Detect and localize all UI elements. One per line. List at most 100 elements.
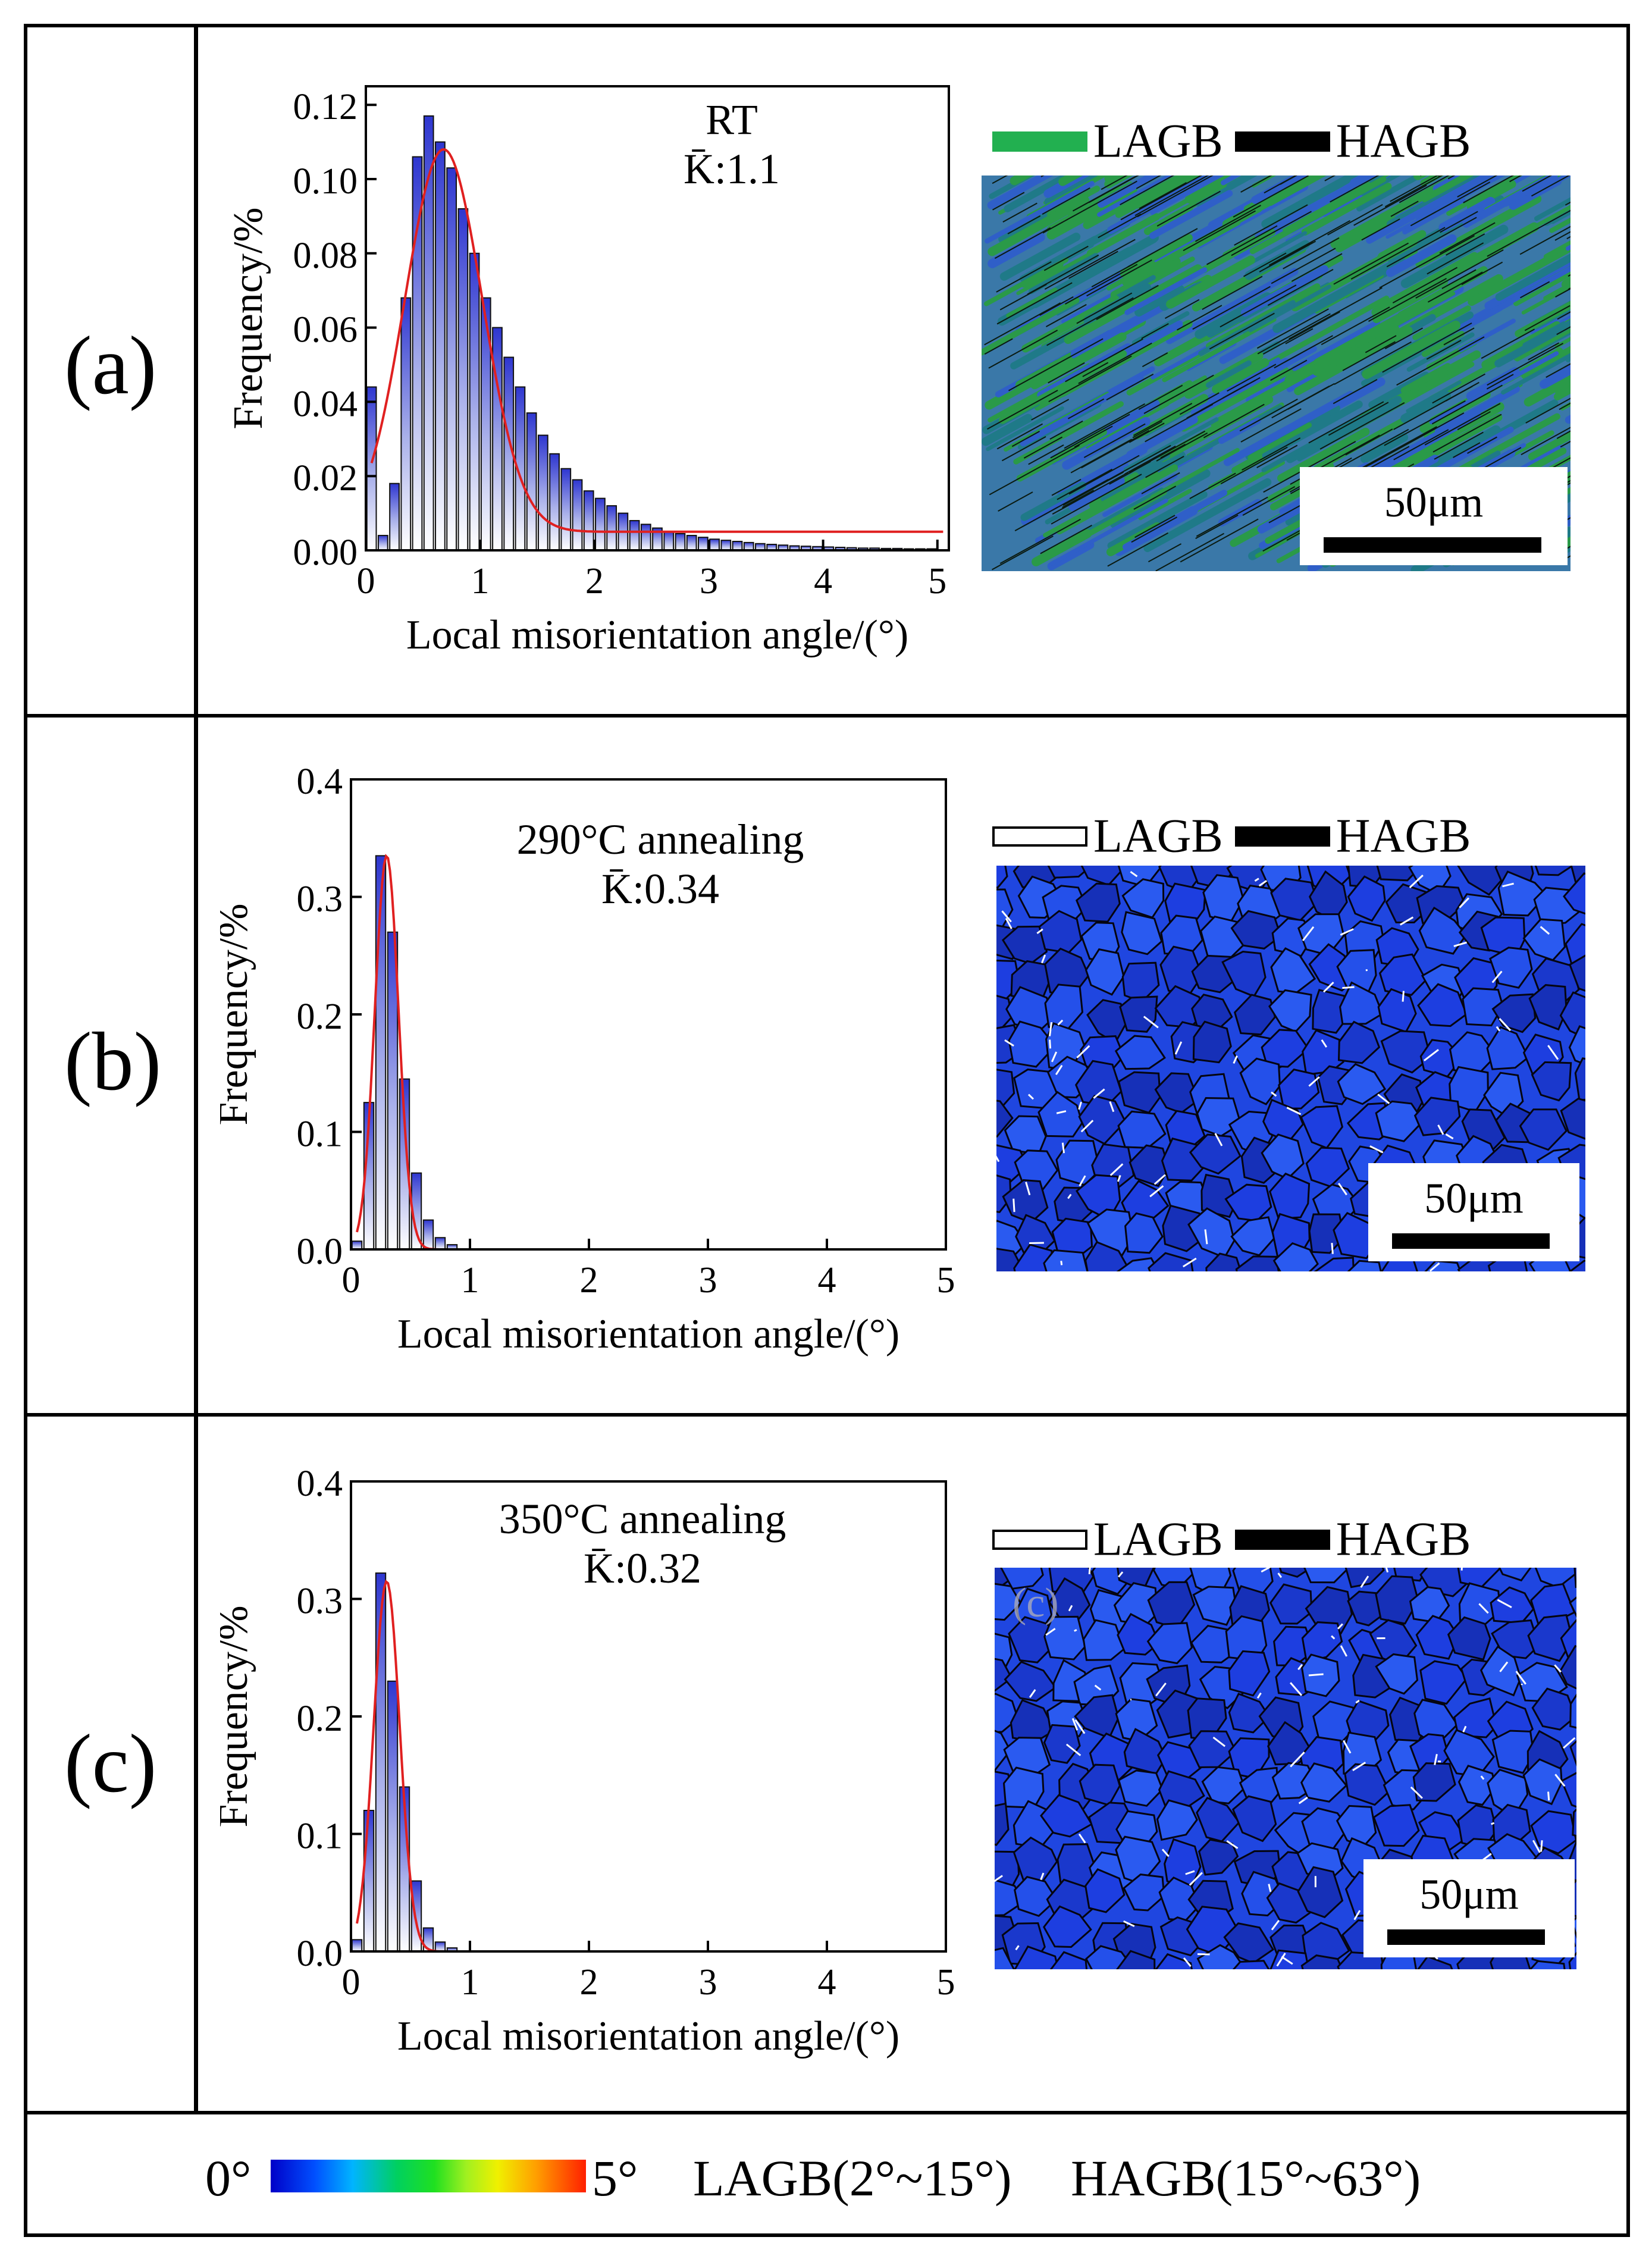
recrystallized-grain — [1192, 1586, 1237, 1626]
histogram-bar — [435, 141, 446, 552]
deformed-grain — [1446, 176, 1523, 216]
recrystallized-grain — [1114, 1035, 1166, 1070]
deformed-grain — [1123, 417, 1219, 472]
grain-boundary-line — [1134, 176, 1209, 217]
histogram-bar — [526, 412, 537, 551]
deformed-grain — [1122, 490, 1227, 550]
lagb-range-label: LAGB(2°~15°) — [693, 2150, 1012, 2207]
grain-boundary-line — [1556, 326, 1571, 336]
low-angle-boundary — [1331, 1635, 1336, 1640]
histogram-bar — [410, 1880, 422, 1952]
grain-boundary-line — [1330, 176, 1380, 203]
recrystallized-grain — [1486, 1026, 1529, 1070]
recrystallized-grain — [1378, 953, 1427, 996]
grain-boundary-line — [1002, 202, 1037, 223]
grain-boundary-line — [1369, 412, 1465, 466]
low-angle-boundary — [1051, 1051, 1058, 1063]
low-angle-boundary — [1123, 1920, 1135, 1927]
deformed-grain — [1006, 287, 1058, 318]
histogram-bar — [572, 479, 583, 551]
low-angle-boundary — [1057, 1019, 1064, 1026]
hagb-legend-label: HAGB — [1336, 810, 1471, 863]
grain-boundary-line — [1463, 176, 1515, 203]
deformed-grain — [1107, 491, 1208, 550]
recrystallized-grain — [1230, 910, 1282, 950]
low-angle-boundary — [1410, 1786, 1423, 1799]
histogram-bar — [351, 1939, 363, 1952]
recrystallized-grain — [996, 1099, 1014, 1138]
deformed-grain — [1462, 176, 1558, 228]
deformed-grain — [1385, 234, 1457, 277]
grain-boundary-line — [1396, 336, 1485, 386]
recrystallized-grain — [1043, 1615, 1086, 1661]
grain-boundary-line — [1001, 436, 1046, 462]
low-angle-boundary — [1499, 1661, 1509, 1672]
low-angle-boundary — [1369, 1145, 1384, 1154]
deformed-grain — [1543, 281, 1571, 300]
deformed-grain — [1294, 326, 1413, 396]
y-tick-label: 0.00 — [293, 532, 358, 573]
x-tick-label: 1 — [461, 1260, 479, 1301]
grain-boundary-line — [1049, 420, 1083, 440]
recrystallized-grain — [1117, 1769, 1164, 1807]
grain-boundary-line — [1426, 340, 1462, 360]
deformed-grain — [1438, 196, 1496, 233]
recrystallized-grain — [1014, 1876, 1058, 1918]
deformed-grain — [1301, 183, 1392, 236]
recrystallized-grain — [1000, 1568, 1044, 1590]
grain-boundary-line — [1441, 269, 1477, 289]
low-angle-boundary — [1308, 1076, 1320, 1087]
recrystallized-grain — [995, 1730, 1012, 1772]
grain-boundary-line — [1434, 431, 1484, 460]
grain-boundary-line — [1070, 438, 1133, 474]
grain-boundary-line — [1220, 284, 1297, 328]
low-angle-boundary — [1080, 1120, 1094, 1133]
grain-boundary-line — [1051, 478, 1082, 496]
recrystallized-grain — [995, 1583, 1022, 1621]
low-angle-boundary — [1459, 897, 1470, 908]
scale-bar-box-c: 50μm — [1363, 1859, 1575, 1957]
recrystallized-grain — [1269, 1172, 1311, 1220]
grain-boundary-line — [1195, 515, 1239, 540]
low-angle-boundary — [1065, 1743, 1082, 1756]
grain-boundary-line — [1283, 237, 1340, 270]
deformed-grain — [1124, 267, 1208, 315]
grain-boundary-line — [1200, 380, 1256, 411]
deformed-grain — [987, 176, 1054, 209]
grain-boundary-line — [1345, 428, 1393, 456]
grain-boundary-line — [1368, 278, 1447, 322]
low-angle-boundary — [1233, 1055, 1238, 1064]
deformed-grain — [1513, 270, 1571, 306]
histogram-bar — [640, 524, 651, 552]
grain-boundary-line — [1440, 211, 1478, 233]
grain-boundary-line — [996, 423, 1043, 450]
low-angle-boundary — [1547, 1045, 1559, 1060]
grain-boundary-line — [1148, 543, 1182, 563]
recrystallized-grain — [1522, 1758, 1563, 1806]
low-angle-boundary — [1258, 880, 1268, 887]
recrystallized-grain — [1119, 995, 1158, 1033]
deformed-grain — [1110, 257, 1181, 300]
grain-boundary-line — [1143, 374, 1214, 414]
recrystallized-grain — [1413, 1096, 1461, 1136]
low-angle-boundary — [1079, 1175, 1086, 1187]
grain-boundary-line — [1164, 299, 1200, 319]
scale-bar-b — [1392, 1233, 1550, 1249]
grain-boundary-line — [1189, 472, 1236, 499]
grain-boundary-line — [1386, 217, 1477, 268]
recrystallized-grain — [1569, 1740, 1576, 1767]
low-angle-boundary — [1040, 1872, 1045, 1881]
grain-boundary-line — [1327, 204, 1383, 236]
hagb-range-label: HAGB(15°~63°) — [1071, 2150, 1421, 2207]
deformed-grain — [1530, 309, 1571, 334]
recrystallized-grain — [1297, 1866, 1344, 1919]
grain-boundary-line — [998, 491, 1033, 512]
deformed-grain — [1542, 375, 1571, 396]
grain-boundary-line — [1065, 264, 1138, 305]
grain-boundary-line — [1179, 392, 1220, 415]
grain-boundary-line — [1267, 269, 1334, 306]
deformed-grain — [1134, 285, 1185, 317]
low-angle-boundary — [1254, 878, 1259, 882]
grain-boundary-line — [1270, 359, 1308, 381]
grain-boundary-line — [1262, 311, 1340, 355]
